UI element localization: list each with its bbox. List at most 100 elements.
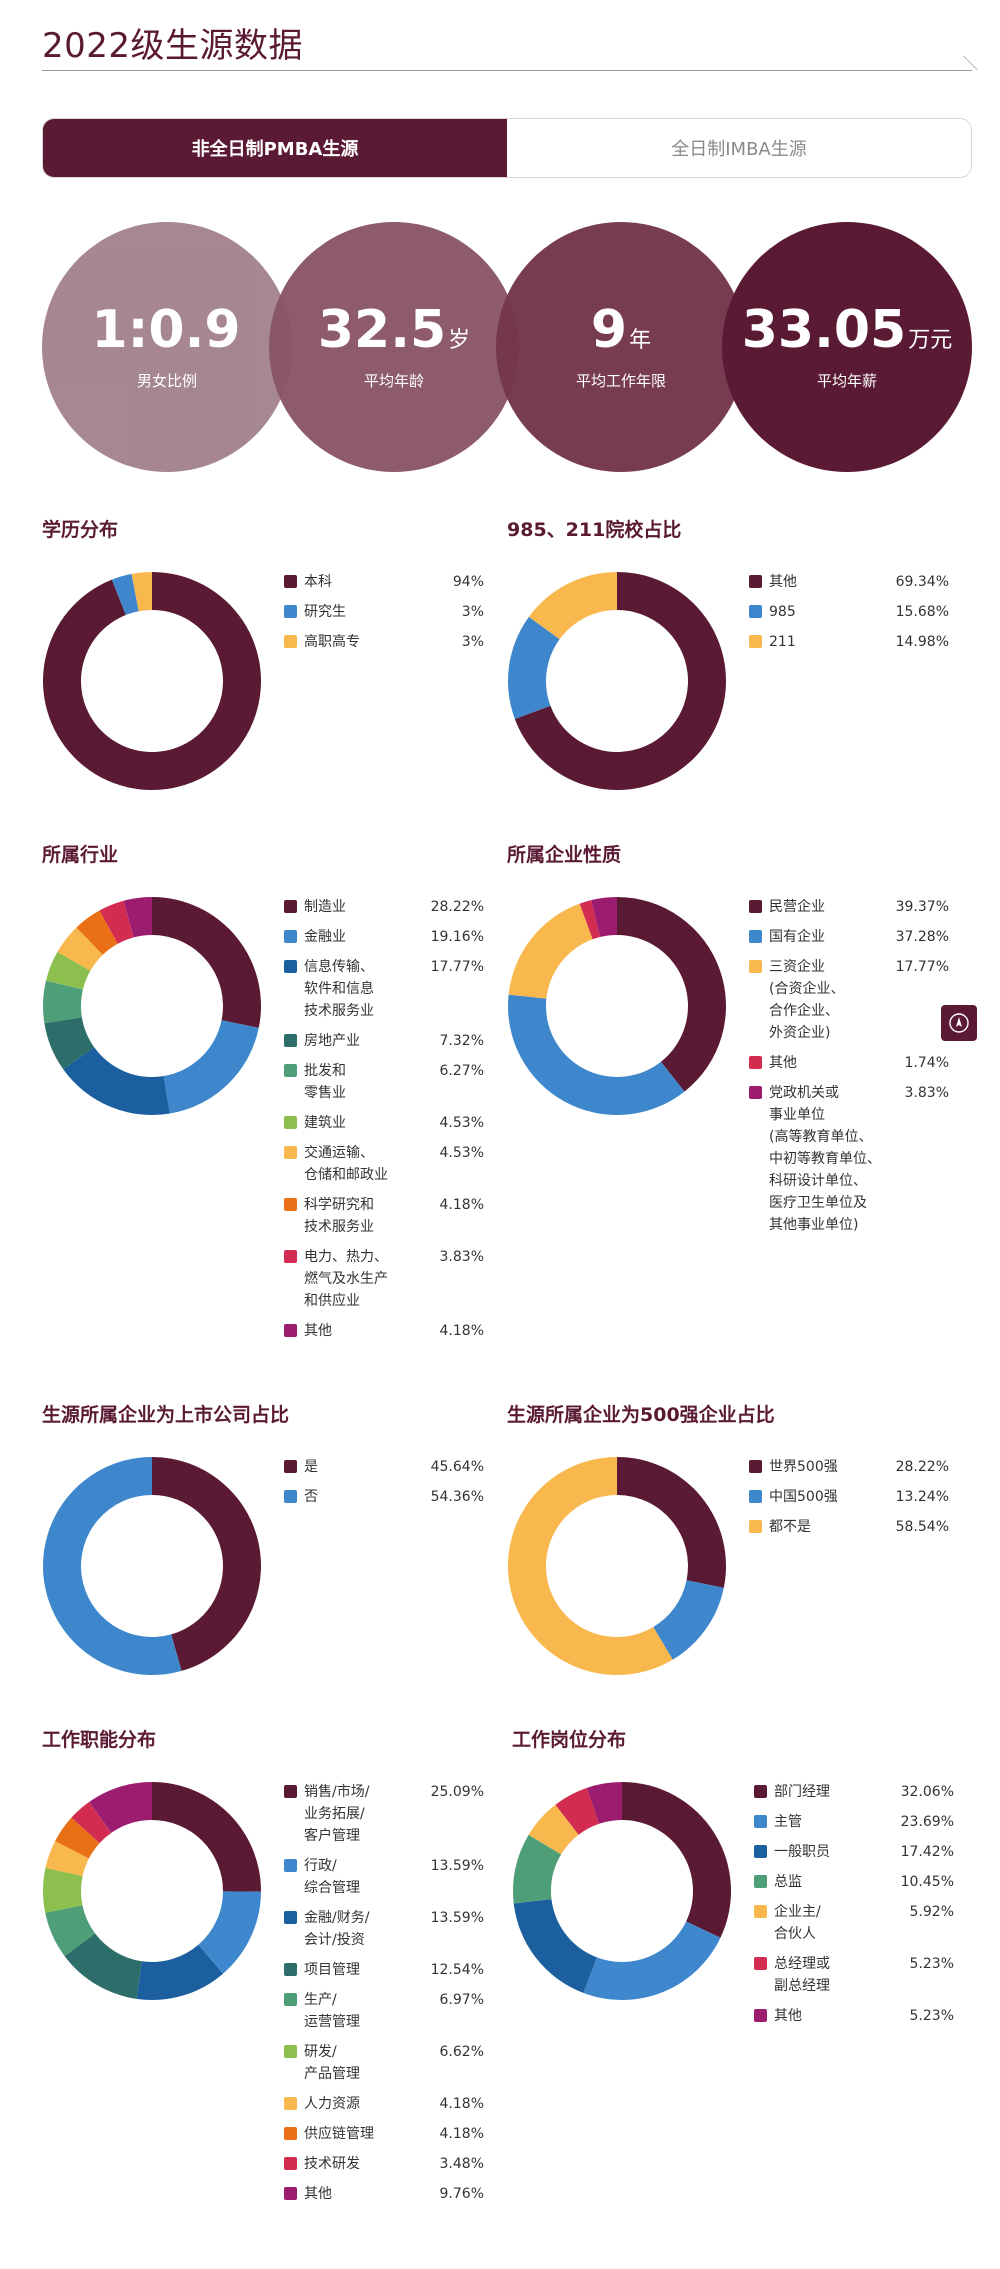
donut-slice[interactable] bbox=[152, 1782, 262, 1892]
donut-slice[interactable] bbox=[99, 900, 134, 944]
donut-slice[interactable] bbox=[136, 1944, 224, 2000]
legend-value: 13.24% bbox=[895, 1489, 949, 1505]
donut-slice[interactable] bbox=[76, 910, 118, 955]
donut-slice[interactable] bbox=[64, 1933, 142, 1999]
legend-item: 总监 10.45% bbox=[754, 1871, 954, 1893]
donut-slice[interactable] bbox=[43, 1867, 83, 1913]
legend-value: 28.22% bbox=[895, 1459, 949, 1475]
title-divider-corner bbox=[938, 56, 978, 70]
stat-gender-ratio: 1:0.9 男女比例 bbox=[42, 222, 292, 472]
donut-chart bbox=[508, 897, 726, 1115]
legend-swatch bbox=[284, 1460, 297, 1473]
legend-swatch bbox=[754, 1845, 767, 1858]
legend-item: 都不是 58.54% bbox=[749, 1516, 949, 1538]
donut-slice[interactable] bbox=[152, 1457, 261, 1671]
chart-title: 985、211院校占比 bbox=[507, 519, 682, 541]
legend-value: 17.77% bbox=[895, 959, 949, 975]
legend-swatch bbox=[284, 1963, 297, 1976]
legend-label: 主管 bbox=[774, 1814, 802, 1830]
donut-slice[interactable] bbox=[111, 573, 139, 615]
legend-value: 17.77% bbox=[430, 959, 484, 975]
legend-value: 37.28% bbox=[895, 929, 949, 945]
donut-slice[interactable] bbox=[617, 897, 726, 1092]
legend-swatch bbox=[284, 1146, 297, 1159]
donut-slice[interactable] bbox=[131, 572, 152, 612]
legend-label: 金融业 bbox=[304, 929, 346, 945]
legend-label: 211 bbox=[769, 634, 796, 650]
chart-985-211: 985、211院校占比 其他 69.34% 985 15.68% 211 14.98% bbox=[507, 515, 977, 815]
donut-slice[interactable] bbox=[46, 951, 91, 990]
donut-slice[interactable] bbox=[513, 1834, 562, 1904]
donut-slice[interactable] bbox=[507, 1457, 673, 1675]
legend-item: 房地产业 7.32% bbox=[284, 1030, 484, 1052]
donut-slice[interactable] bbox=[44, 1017, 95, 1070]
donut-slice[interactable] bbox=[43, 980, 83, 1024]
legend-swatch bbox=[754, 1815, 767, 1828]
donut-slice[interactable] bbox=[514, 572, 726, 790]
legend-label: 制造业 bbox=[304, 899, 346, 915]
legend-label: 建筑业 bbox=[304, 1115, 346, 1131]
legend-item: 部门经理 32.06% bbox=[754, 1781, 954, 1803]
donut-slice[interactable] bbox=[508, 903, 593, 999]
legend-swatch bbox=[284, 1785, 297, 1798]
donut-slice[interactable] bbox=[198, 1891, 261, 1974]
stat-average-salary: 33.05 万元 平均年薪 bbox=[722, 222, 972, 472]
legend-label: 民营企业 bbox=[769, 899, 825, 915]
stat-label: 平均年薪 bbox=[816, 371, 877, 390]
donut-slice[interactable] bbox=[528, 1804, 579, 1855]
donut-slice[interactable] bbox=[528, 572, 617, 640]
chart-title: 所属行业 bbox=[42, 844, 119, 866]
donut-slice[interactable] bbox=[555, 1787, 600, 1835]
donut-slice[interactable] bbox=[55, 1817, 100, 1859]
legend-value: 6.27% bbox=[439, 1063, 484, 1079]
legend-swatch bbox=[284, 1993, 297, 2006]
legend-value: 28.22% bbox=[430, 899, 484, 915]
legend-item: 一般职员 17.42% bbox=[754, 1841, 954, 1863]
donut-slice[interactable] bbox=[591, 897, 617, 938]
legend-label: 电力、热力、 燃气及水生产 和供应业 bbox=[304, 1249, 388, 1309]
legend-swatch bbox=[284, 2097, 297, 2110]
donut-slice[interactable] bbox=[45, 1841, 89, 1876]
donut-slice[interactable] bbox=[123, 897, 152, 938]
legend-value: 19.16% bbox=[430, 929, 484, 945]
legend-label: 总监 bbox=[774, 1874, 802, 1890]
donut-slice[interactable] bbox=[653, 1580, 724, 1660]
legend-label: 批发和 零售业 bbox=[304, 1063, 346, 1101]
stat-unit: 年 bbox=[629, 327, 652, 353]
donut-slice[interactable] bbox=[163, 1020, 259, 1114]
donut-slice[interactable] bbox=[617, 1457, 726, 1588]
donut-slice[interactable] bbox=[622, 1782, 731, 1938]
legend-swatch bbox=[284, 575, 297, 588]
donut-slice[interactable] bbox=[89, 1782, 152, 1833]
tab-imba[interactable]: 全日制IMBA生源 bbox=[507, 119, 971, 177]
legend-value: 13.59% bbox=[430, 1910, 484, 1926]
side-float-button[interactable] bbox=[941, 1005, 977, 1041]
donut-slice[interactable] bbox=[152, 897, 261, 1028]
legend-swatch bbox=[754, 1905, 767, 1918]
legend-label: 企业主/ 合伙人 bbox=[774, 1904, 821, 1942]
donut-slice[interactable] bbox=[63, 1047, 170, 1115]
legend-value: 12.54% bbox=[430, 1962, 484, 1978]
donut-slice[interactable] bbox=[42, 1457, 182, 1675]
donut-slice[interactable] bbox=[71, 1801, 112, 1844]
legend-swatch bbox=[284, 1064, 297, 1077]
tab-pmba[interactable]: 非全日制PMBA生源 bbox=[43, 119, 507, 177]
legend-swatch bbox=[754, 1785, 767, 1798]
donut-slice[interactable] bbox=[586, 1782, 622, 1824]
donut-slice[interactable] bbox=[508, 616, 560, 719]
donut-slice[interactable] bbox=[45, 1905, 96, 1957]
stat-label: 平均年龄 bbox=[363, 371, 424, 390]
legend-value: 10.45% bbox=[900, 1874, 954, 1890]
legend-value: 39.37% bbox=[895, 899, 949, 915]
donut-slice[interactable] bbox=[508, 994, 685, 1115]
legend-swatch bbox=[284, 2045, 297, 2058]
donut-slice[interactable] bbox=[583, 1921, 721, 2000]
chart-legend: 民营企业 39.37% 国有企业 37.28% 三资企业 (合资企业、 合作企业、 外资… bbox=[749, 896, 949, 1244]
donut-slice[interactable] bbox=[42, 572, 261, 790]
donut-slice[interactable] bbox=[513, 1899, 597, 1993]
legend-value: 4.18% bbox=[439, 1323, 484, 1339]
legend-label: 国有企业 bbox=[769, 929, 825, 945]
legend-value: 4.18% bbox=[439, 1197, 484, 1213]
donut-slice[interactable] bbox=[579, 900, 601, 940]
donut-slice[interactable] bbox=[57, 927, 103, 971]
